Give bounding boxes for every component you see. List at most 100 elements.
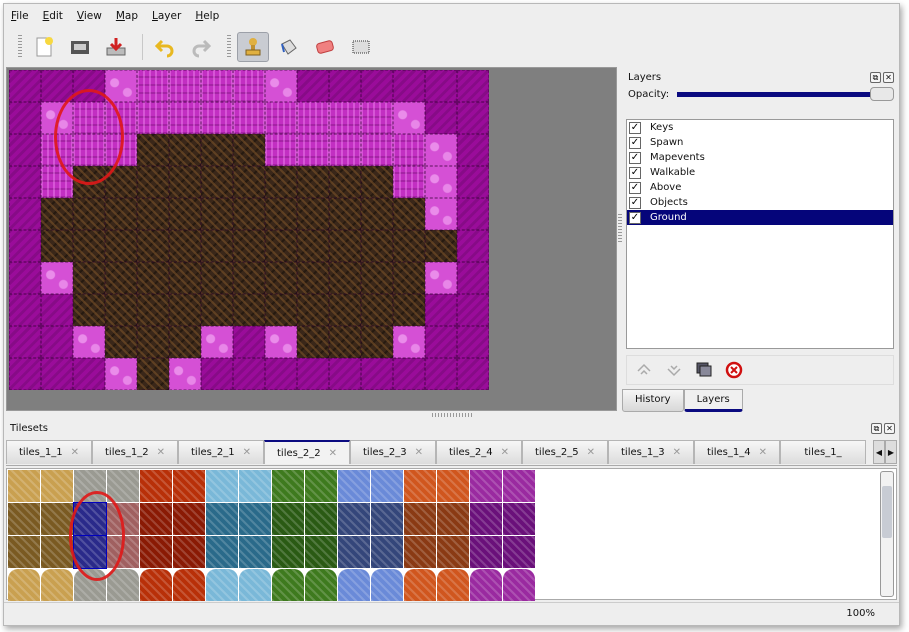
tileset-tile[interactable] bbox=[305, 470, 337, 502]
map-tile[interactable] bbox=[393, 166, 425, 198]
tileset-tile[interactable] bbox=[140, 470, 172, 502]
map-tile[interactable] bbox=[9, 198, 41, 230]
tileset-tile[interactable] bbox=[239, 503, 271, 535]
layer-visibility-checkbox[interactable]: ✓ bbox=[629, 211, 641, 224]
map-tile[interactable] bbox=[105, 70, 137, 102]
map-tile[interactable] bbox=[9, 230, 41, 262]
open-map-button[interactable] bbox=[64, 32, 96, 62]
close-panel-icon[interactable]: ✕ bbox=[883, 71, 894, 83]
menu-help[interactable]: Help bbox=[195, 10, 220, 22]
tileset-tile[interactable] bbox=[173, 569, 205, 601]
tileset-tile[interactable] bbox=[173, 470, 205, 502]
map-tile[interactable] bbox=[201, 326, 233, 358]
map-tile[interactable] bbox=[9, 102, 41, 134]
layer-visibility-checkbox[interactable]: ✓ bbox=[629, 166, 641, 179]
map-tile[interactable] bbox=[169, 134, 201, 166]
map-tile[interactable] bbox=[361, 134, 393, 166]
map-tile[interactable] bbox=[41, 294, 73, 326]
map-tile[interactable] bbox=[265, 198, 297, 230]
tileset-tile[interactable] bbox=[239, 470, 271, 502]
menu-edit[interactable]: Edit bbox=[42, 10, 63, 22]
layer-visibility-checkbox[interactable]: ✓ bbox=[629, 151, 641, 164]
map-tile[interactable] bbox=[41, 358, 73, 390]
map-tile[interactable] bbox=[169, 102, 201, 134]
tileset-tile[interactable] bbox=[239, 569, 271, 601]
map-tile[interactable] bbox=[137, 326, 169, 358]
map-tile[interactable] bbox=[329, 166, 361, 198]
map-tile[interactable] bbox=[393, 294, 425, 326]
map-tile[interactable] bbox=[137, 358, 169, 390]
map-tile[interactable] bbox=[329, 294, 361, 326]
new-map-button[interactable] bbox=[28, 32, 60, 62]
map-tile[interactable] bbox=[393, 262, 425, 294]
menu-view[interactable]: View bbox=[76, 10, 102, 22]
map-tile[interactable] bbox=[233, 262, 265, 294]
tileset-tile[interactable] bbox=[41, 536, 73, 568]
tileset-tile[interactable] bbox=[206, 470, 238, 502]
map-tile[interactable] bbox=[425, 326, 457, 358]
map-tile[interactable] bbox=[329, 198, 361, 230]
map-tile[interactable] bbox=[233, 294, 265, 326]
tileset-tile[interactable] bbox=[404, 503, 436, 535]
tileset-tile[interactable] bbox=[404, 536, 436, 568]
bucket-fill-button[interactable] bbox=[273, 32, 305, 62]
tileset-tile[interactable] bbox=[371, 503, 403, 535]
map-tile[interactable] bbox=[297, 166, 329, 198]
duplicate-layer-icon[interactable] bbox=[695, 361, 713, 379]
map-tile[interactable] bbox=[393, 102, 425, 134]
map-tile[interactable] bbox=[425, 134, 457, 166]
tileset-tab[interactable]: tiles_1_3 ✕ bbox=[608, 440, 694, 464]
map-tile[interactable] bbox=[361, 230, 393, 262]
map-tile[interactable] bbox=[73, 326, 105, 358]
map-tile[interactable] bbox=[457, 166, 489, 198]
map-tile[interactable] bbox=[393, 326, 425, 358]
tileset-tile[interactable] bbox=[8, 470, 40, 502]
tileset-tab[interactable]: tiles_2_4 ✕ bbox=[436, 440, 522, 464]
tileset-tile[interactable] bbox=[338, 569, 370, 601]
map-tile[interactable] bbox=[265, 166, 297, 198]
map-tile[interactable] bbox=[137, 102, 169, 134]
tileset-tile[interactable] bbox=[470, 470, 502, 502]
tileset-tile[interactable] bbox=[8, 569, 40, 601]
tileset-tile[interactable] bbox=[470, 503, 502, 535]
map-tile[interactable] bbox=[393, 198, 425, 230]
toolbar-grip[interactable] bbox=[227, 35, 231, 59]
tileset-tile[interactable] bbox=[206, 536, 238, 568]
map-tile[interactable] bbox=[361, 198, 393, 230]
tileset-tab[interactable]: tiles_1_2 ✕ bbox=[92, 440, 178, 464]
remove-layer-icon[interactable] bbox=[725, 361, 743, 379]
map-tile[interactable] bbox=[265, 358, 297, 390]
map-tile[interactable] bbox=[361, 102, 393, 134]
tileset-tile[interactable] bbox=[140, 503, 172, 535]
map-tile[interactable] bbox=[425, 294, 457, 326]
tileset-tile[interactable] bbox=[41, 569, 73, 601]
close-tab-icon[interactable]: ✕ bbox=[758, 447, 767, 458]
tileset-tile[interactable] bbox=[437, 503, 469, 535]
tileset-tile[interactable] bbox=[8, 536, 40, 568]
close-tab-icon[interactable]: ✕ bbox=[500, 447, 509, 458]
map-tile[interactable] bbox=[265, 134, 297, 166]
close-tab-icon[interactable]: ✕ bbox=[414, 447, 423, 458]
close-tab-icon[interactable]: ✕ bbox=[586, 447, 595, 458]
map-tile[interactable] bbox=[137, 166, 169, 198]
close-panel-icon[interactable]: ✕ bbox=[884, 422, 895, 434]
map-tile[interactable] bbox=[41, 326, 73, 358]
undo-button[interactable] bbox=[149, 32, 181, 62]
tileset-tile[interactable] bbox=[206, 503, 238, 535]
map-tile[interactable] bbox=[297, 134, 329, 166]
map-tile[interactable] bbox=[265, 294, 297, 326]
map-tile[interactable] bbox=[201, 262, 233, 294]
tileset-tab[interactable]: tiles_1_1 ✕ bbox=[6, 440, 92, 464]
layer-row[interactable]: ✓ Walkable bbox=[627, 165, 893, 180]
map-tile[interactable] bbox=[329, 102, 361, 134]
map-tile[interactable] bbox=[361, 70, 393, 102]
tileset-tile[interactable] bbox=[41, 503, 73, 535]
map-tile[interactable] bbox=[137, 294, 169, 326]
tileset-tile[interactable] bbox=[206, 569, 238, 601]
float-panel-icon[interactable]: ⧉ bbox=[870, 71, 881, 83]
tileset-tile[interactable] bbox=[470, 536, 502, 568]
map-tile[interactable] bbox=[457, 294, 489, 326]
scrollbar-thumb[interactable] bbox=[882, 486, 892, 538]
map-tile[interactable] bbox=[105, 262, 137, 294]
tileset-tab[interactable]: tiles_2_2 ✕ bbox=[264, 440, 350, 464]
